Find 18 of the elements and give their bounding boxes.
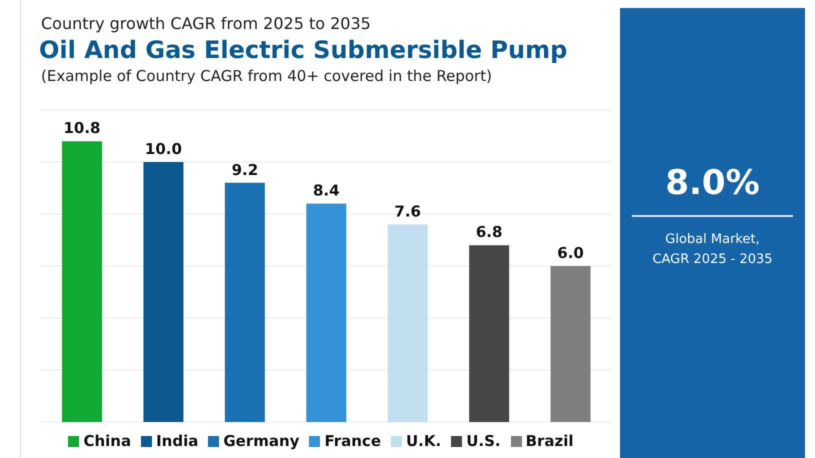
data-label: 8.4 [312,182,340,200]
info-panel: 8.0% Global Market, CAGR 2025 - 2035 [620,8,805,458]
legend-label: Germany [223,432,300,450]
data-label: 9.2 [232,160,258,179]
data-label: 10.0 [144,140,182,158]
data-label: 6.8 [476,223,502,242]
chart-subtitle: (Example of Country CAGR from 40+ covered in the Report) [41,67,492,85]
chart-title: Oil And Gas Electric Submersible Pump [39,36,568,64]
legend-label: China [83,432,132,450]
legend-label: France [324,432,381,450]
legend-label: U.K. [406,432,442,450]
text: Country growth CAGR from 2025 to 2035 [41,14,371,33]
legend-label: Brazil [526,432,574,450]
data-label: 7.6 [394,202,422,220]
data-label: 10.8 [63,119,101,138]
data-label: 6.0 [557,244,584,262]
legend-label: India [156,432,198,450]
legend-label: U.S. [466,432,501,450]
